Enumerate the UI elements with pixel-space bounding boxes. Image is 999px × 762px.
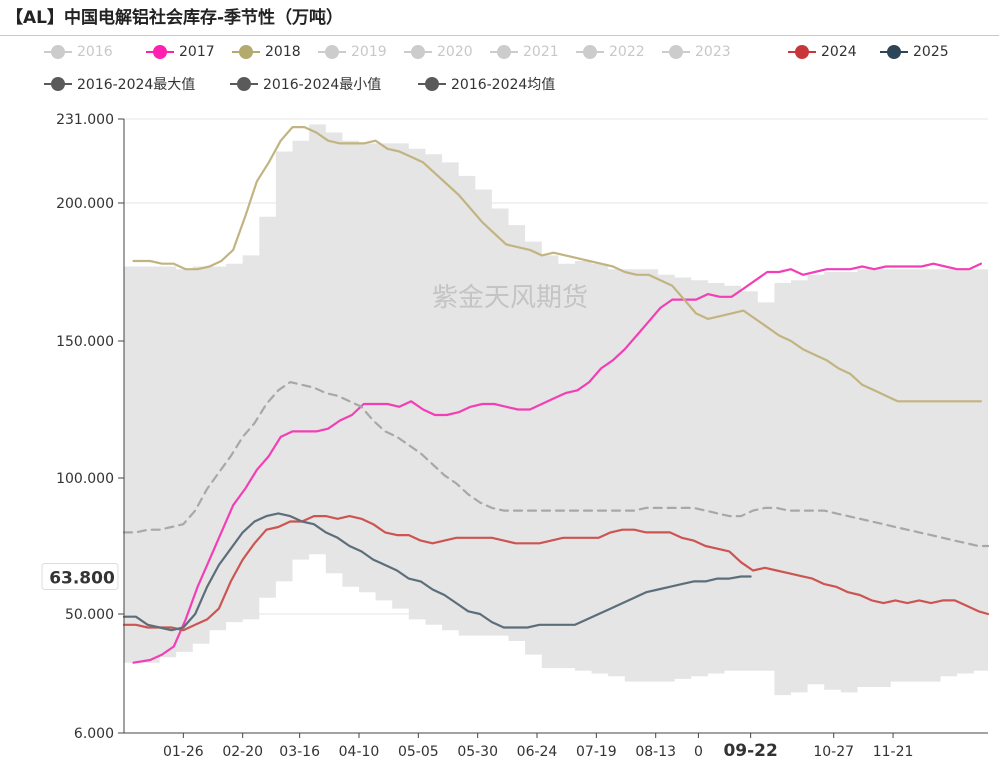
y-tick-label: 231.000	[56, 112, 114, 128]
legend-marker-icon	[230, 77, 258, 91]
legend-marker-icon	[490, 45, 518, 59]
legend-marker-icon	[44, 77, 72, 91]
x-tick-label: 08-13	[635, 744, 676, 760]
x-tick-label: 01-26	[163, 744, 204, 760]
x-tick-label: 03-16	[279, 744, 320, 760]
legend-marker-icon	[662, 45, 690, 59]
legend-item-2023[interactable]: 2023	[662, 44, 731, 60]
legend-item-2016[interactable]: 2016	[44, 44, 113, 60]
series-line-2017	[132, 262, 983, 664]
x-tick-label: 07-19	[576, 744, 617, 760]
y-tick-label: 100.000	[56, 471, 114, 487]
chart-title: 【AL】中国电解铝社会库存-季节性（万吨）	[6, 8, 344, 28]
legend-label: 2024	[821, 44, 857, 60]
axes: 231.000 200.000 150.000 100.000 50.000 6.000 0…	[56, 112, 988, 761]
y-tick-label: 50.000	[65, 607, 114, 623]
series-line-2016-2024均值	[122, 381, 990, 548]
x-tick-label: 05-05	[398, 744, 439, 760]
legend-label: 2016-2024最大值	[77, 77, 196, 93]
y-tick-label: 150.000	[56, 334, 114, 350]
legend-label: 2018	[265, 44, 301, 60]
legend-item-2024[interactable]: 2024	[788, 44, 857, 60]
max-min-band	[124, 124, 988, 696]
legend-label: 2021	[523, 44, 559, 60]
y-tick-label: 200.000	[56, 196, 114, 212]
title-divider	[0, 35, 999, 36]
legend-item-2016-2024最大值[interactable]: 2016-2024最大值	[44, 74, 195, 94]
legend-item-2019[interactable]: 2019	[318, 44, 387, 60]
watermark: 紫金天风期货	[432, 283, 588, 313]
legend-label: 2022	[609, 44, 645, 60]
legend-label: 2017	[179, 44, 215, 60]
pointer-label-value: 63.800	[49, 568, 115, 588]
x-tick-label: 10-27	[813, 744, 854, 760]
legend-label: 2025	[913, 44, 949, 60]
band-area	[124, 124, 988, 696]
legend-label: 2016-2024均值	[451, 77, 556, 93]
legend-marker-icon	[146, 45, 174, 59]
legend-label: 2019	[351, 44, 387, 60]
pointer-label-box	[41, 562, 119, 590]
series-lines	[122, 125, 990, 664]
x-tick-label: 04-10	[339, 744, 380, 760]
legend-marker-icon	[404, 45, 432, 59]
y-pointer[interactable]: 63.800	[41, 562, 119, 590]
series-line-2018	[132, 125, 983, 403]
legend-marker-icon	[44, 45, 72, 59]
legend-item-2022[interactable]: 2022	[576, 44, 645, 60]
legend-marker-icon	[318, 45, 346, 59]
x-tick-label: 0	[694, 744, 703, 760]
legend-item-2020[interactable]: 2020	[404, 44, 473, 60]
legend-item-2016-2024最小值[interactable]: 2016-2024最小值	[230, 74, 381, 94]
legend-item-2017[interactable]: 2017	[146, 44, 215, 60]
legend-label: 2023	[695, 44, 731, 60]
y-tick-label: 6.000	[74, 726, 114, 742]
x-tick-label: 05-30	[457, 744, 498, 760]
x-tick-label: 09-22	[723, 741, 777, 761]
x-tick-label: 02-20	[222, 744, 263, 760]
legend-item-2021[interactable]: 2021	[490, 44, 559, 60]
x-tick-label: 06-24	[517, 744, 558, 760]
legend-label: 2016-2024最小值	[263, 77, 382, 93]
series-line-2025	[122, 512, 752, 632]
legend-marker-icon	[788, 45, 816, 59]
legend-marker-icon	[880, 45, 908, 59]
legend-item-2018[interactable]: 2018	[232, 44, 301, 60]
legend-marker-icon	[418, 77, 446, 91]
x-tick-label: 11-21	[873, 744, 914, 760]
series-line-2024	[122, 514, 990, 632]
legend-marker-icon	[576, 45, 604, 59]
legend-item-2016-2024均值[interactable]: 2016-2024均值	[418, 74, 555, 94]
legend-label: 2016	[77, 44, 113, 60]
legend-marker-icon	[232, 45, 260, 59]
legend-item-2025[interactable]: 2025	[880, 44, 949, 60]
legend-label: 2020	[437, 44, 473, 60]
